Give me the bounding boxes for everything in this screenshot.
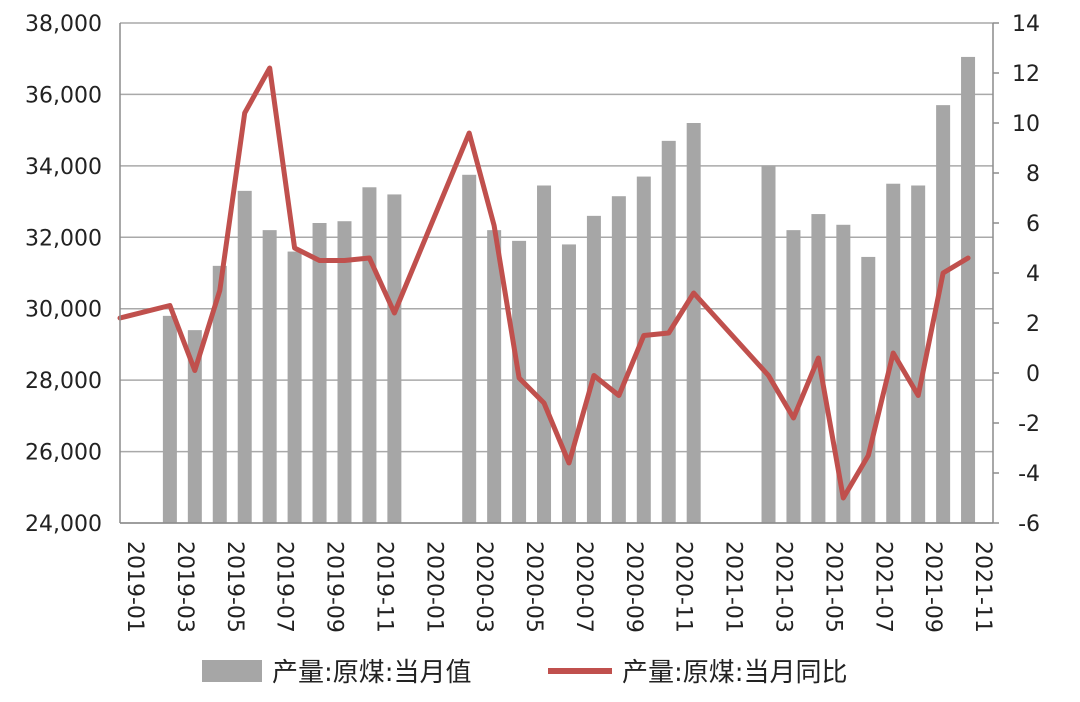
bar — [686, 123, 701, 523]
bar — [387, 194, 402, 523]
x-tick-label: 2020-09 — [621, 541, 646, 633]
x-tick-label: 2020-03 — [471, 541, 496, 633]
x-tick-label: 2021-03 — [771, 541, 796, 633]
left-tick-label: 32,000 — [25, 226, 102, 251]
right-tick-label: 12 — [1012, 62, 1040, 87]
x-tick-label: 2019-01 — [122, 541, 147, 633]
right-axis-ticks: -6 -4 -2 0 2 4 6 8 10 12 14 — [993, 12, 1040, 537]
right-tick-label: 2 — [1026, 312, 1040, 337]
bar — [312, 223, 327, 523]
left-tick-label: 30,000 — [25, 298, 102, 323]
right-tick-label: 6 — [1026, 212, 1040, 237]
bar — [836, 224, 851, 524]
x-axis-ticks: 2019-01 2019-03 2019-05 2019-07 2019-09 2019-… — [122, 541, 995, 633]
x-tick-label: 2019-09 — [322, 541, 347, 633]
right-tick-label: -2 — [1018, 412, 1040, 437]
bar — [537, 185, 552, 523]
yoy-line — [117, 65, 971, 501]
bar — [611, 196, 626, 523]
left-tick-label: 24,000 — [25, 512, 102, 537]
x-tick-label: 2021-05 — [820, 541, 845, 633]
legend-bar-swatch — [202, 660, 262, 682]
bar — [262, 230, 277, 523]
bar — [911, 185, 926, 523]
left-tick-label: 36,000 — [25, 83, 102, 108]
bar — [786, 230, 801, 523]
left-tick-label: 38,000 — [25, 12, 102, 37]
x-tick-label: 2021-01 — [721, 541, 746, 633]
legend: 产量:原煤:当月值 产量:原煤:当月同比 — [202, 658, 848, 688]
bar — [287, 251, 302, 524]
x-tick-label: 2019-05 — [222, 541, 247, 633]
left-axis-ticks: 24,000 26,000 28,000 30,000 32,000 34,000 36,0… — [25, 12, 102, 537]
legend-line-label: 产量:原煤:当月同比 — [622, 658, 848, 688]
x-tick-label: 2020-01 — [421, 541, 446, 633]
right-tick-label: 10 — [1012, 112, 1040, 137]
bar — [212, 265, 227, 523]
bar — [861, 256, 876, 523]
x-tick-label: 2020-05 — [521, 541, 546, 633]
x-tick-label: 2020-11 — [671, 541, 696, 633]
bar — [586, 215, 601, 523]
x-tick-label: 2021-09 — [920, 541, 945, 633]
left-tick-label: 26,000 — [25, 441, 102, 466]
right-tick-label: 8 — [1026, 162, 1040, 187]
bar-series — [162, 56, 976, 524]
bar — [187, 330, 202, 523]
bar — [162, 315, 177, 523]
bar — [936, 105, 951, 524]
bar — [462, 174, 477, 524]
right-tick-label: -4 — [1018, 462, 1040, 487]
bar — [761, 165, 776, 523]
bar — [487, 230, 502, 523]
bar — [512, 240, 527, 523]
bar — [961, 56, 976, 524]
line-series — [117, 65, 971, 501]
legend-bar-label: 产量:原煤:当月值 — [272, 658, 472, 688]
left-tick-label: 28,000 — [25, 369, 102, 394]
right-tick-label: 14 — [1012, 12, 1040, 37]
x-tick-label: 2019-11 — [371, 541, 396, 633]
bar — [237, 190, 252, 523]
x-tick-label: 2021-11 — [970, 541, 995, 633]
bar — [561, 244, 576, 523]
bar — [337, 221, 352, 523]
right-tick-label: 4 — [1026, 262, 1040, 287]
x-tick-label: 2019-07 — [272, 541, 297, 633]
x-tick-label: 2021-07 — [870, 541, 895, 633]
right-tick-label: -6 — [1018, 512, 1040, 537]
bar — [636, 176, 651, 524]
right-tick-label: 0 — [1026, 362, 1040, 387]
left-tick-label: 34,000 — [25, 155, 102, 180]
bar — [362, 187, 377, 524]
x-tick-label: 2019-03 — [172, 541, 197, 633]
x-tick-label: 2020-07 — [571, 541, 596, 633]
